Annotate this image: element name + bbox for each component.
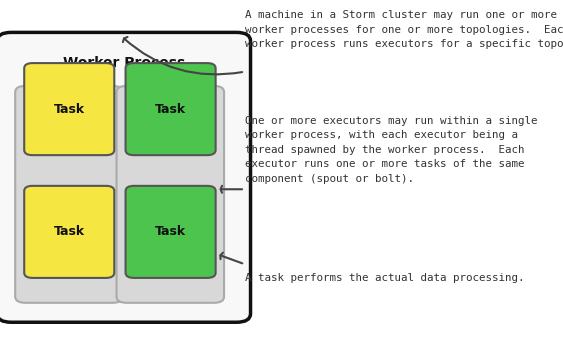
- FancyBboxPatch shape: [117, 86, 224, 303]
- FancyBboxPatch shape: [126, 186, 216, 278]
- Text: A task performs the actual data processing.: A task performs the actual data processi…: [245, 273, 524, 283]
- FancyBboxPatch shape: [0, 32, 251, 322]
- Text: Worker Process: Worker Process: [62, 56, 185, 70]
- Text: Task: Task: [53, 103, 85, 116]
- Text: Task: Task: [155, 225, 186, 238]
- FancyBboxPatch shape: [24, 63, 114, 155]
- Text: Task: Task: [53, 225, 85, 238]
- FancyBboxPatch shape: [15, 86, 123, 303]
- Text: A machine in a Storm cluster may run one or more
worker processes for one or mor: A machine in a Storm cluster may run one…: [245, 10, 563, 49]
- Text: Task: Task: [155, 103, 186, 116]
- FancyBboxPatch shape: [126, 63, 216, 155]
- FancyBboxPatch shape: [24, 186, 114, 278]
- Text: One or more executors may run within a single
worker process, with each executor: One or more executors may run within a s…: [245, 116, 538, 183]
